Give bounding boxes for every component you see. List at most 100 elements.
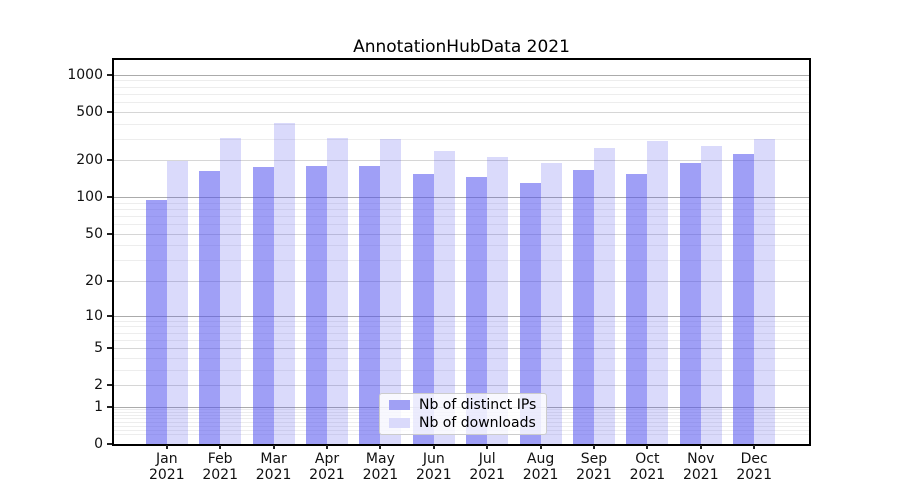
- gridline: [114, 216, 809, 217]
- bar-distinct-ips-jun: [412, 173, 434, 444]
- y-tick-mark: [107, 196, 112, 199]
- bar-downloads-feb: [220, 138, 242, 444]
- bar-downloads-dec: [754, 139, 776, 444]
- y-tick-label: 200: [76, 152, 103, 169]
- gridline: [114, 93, 809, 95]
- x-tick-mark: [486, 445, 489, 449]
- x-tick-label-feb: Feb 2021: [202, 451, 238, 483]
- y-tick-label: 500: [76, 103, 103, 120]
- y-tick-mark: [107, 280, 112, 282]
- y-tick-mark: [107, 383, 112, 386]
- y-tick-label: 1: [94, 398, 103, 415]
- gridline: [114, 326, 809, 328]
- bar-downloads-sep: [594, 147, 615, 444]
- x-tick-label-mar: Mar 2021: [255, 451, 292, 483]
- bar-distinct-ips-jul: [466, 177, 488, 444]
- x-tick-label-oct: Oct 2021: [629, 451, 666, 483]
- y-tick-mark: [107, 232, 112, 235]
- y-tick-mark: [107, 73, 112, 76]
- gridline: [114, 320, 809, 322]
- x-tick-label-nov: Nov 2021: [682, 451, 719, 483]
- x-tick-mark: [432, 445, 435, 449]
- gridline: [114, 160, 809, 162]
- gridline: [114, 339, 809, 341]
- y-tick-label: 10: [85, 307, 103, 324]
- y-tick-mark: [107, 442, 112, 445]
- legend-item-distinct-ips: Nb of distinct IPs: [389, 397, 537, 413]
- bar-downloads-mar: [273, 122, 295, 444]
- x-tick-mark: [165, 445, 168, 449]
- x-tick-label-jan: Jan 2021: [148, 451, 185, 483]
- gridline: [114, 260, 809, 262]
- gridline: [114, 74, 809, 76]
- bar-downloads-aug: [540, 162, 562, 444]
- bar-downloads-jun: [433, 150, 455, 444]
- gridline: [114, 208, 809, 210]
- bar-distinct-ips-dec: [733, 154, 755, 444]
- gridline: [114, 102, 809, 103]
- gridline: [114, 197, 809, 199]
- y-tick-label: 100: [76, 189, 103, 206]
- gridline: [114, 332, 809, 334]
- x-tick-label-apr: Apr 2021: [309, 451, 345, 483]
- x-tick-mark: [699, 445, 702, 449]
- legend-item-downloads: Nb of downloads: [389, 415, 537, 431]
- gridline: [114, 245, 809, 247]
- x-tick-mark: [646, 445, 649, 449]
- x-tick-mark: [272, 445, 275, 449]
- y-tick-mark: [107, 314, 112, 317]
- y-tick-label: 2: [94, 376, 103, 393]
- gridline: [114, 224, 809, 226]
- bar-distinct-ips-may: [359, 166, 381, 444]
- y-tick-label: 20: [85, 273, 103, 289]
- y-tick-mark: [107, 110, 112, 113]
- bar-downloads-jan: [166, 161, 188, 444]
- x-tick-label-sep: Sep 2021: [576, 451, 612, 483]
- gridline: [114, 202, 809, 204]
- bar-distinct-ips-apr: [306, 166, 327, 444]
- bar-downloads-oct: [647, 141, 669, 444]
- y-tick-label: 0: [94, 435, 103, 452]
- x-tick-label-may: May 2021: [362, 451, 399, 483]
- x-tick-mark: [593, 445, 595, 449]
- legend-label-distinct-ips: Nb of distinct IPs: [419, 397, 537, 414]
- x-tick-label-aug: Aug 2021: [522, 451, 559, 483]
- x-tick-label-dec: Dec 2021: [736, 451, 772, 483]
- bar-distinct-ips-jan: [145, 200, 167, 444]
- x-tick-mark: [379, 445, 382, 449]
- bar-distinct-ips-aug: [519, 182, 541, 444]
- y-tick-mark: [107, 346, 112, 349]
- y-tick-label: 5: [94, 339, 103, 356]
- y-tick-label: 50: [85, 225, 103, 242]
- bar-distinct-ips-nov: [679, 162, 701, 444]
- gridline: [114, 281, 809, 282]
- gridline: [114, 138, 809, 140]
- legend-label-downloads: Nb of downloads: [419, 414, 536, 431]
- bar-distinct-ips-oct: [626, 174, 648, 444]
- legend-swatch-downloads: [389, 417, 410, 428]
- gridline: [114, 384, 809, 386]
- y-tick-mark: [107, 159, 112, 162]
- x-tick-mark: [539, 445, 542, 449]
- gridline: [114, 86, 809, 88]
- bar-downloads-jul: [487, 157, 509, 444]
- x-tick-label-jul: Jul 2021: [469, 451, 505, 483]
- x-tick-mark: [326, 445, 328, 449]
- bar-downloads-nov: [700, 146, 722, 444]
- gridline: [114, 123, 809, 125]
- gridline: [114, 357, 809, 359]
- legend-swatch-distinct-ips: [389, 400, 410, 411]
- x-tick-mark: [753, 445, 756, 449]
- legend: Nb of distinct IPs Nb of downloads: [379, 393, 547, 435]
- x-tick-mark: [219, 445, 222, 449]
- gridline: [114, 369, 809, 371]
- bar-downloads-apr: [327, 137, 348, 444]
- gridline: [114, 315, 809, 317]
- gridline: [114, 80, 809, 82]
- gridline: [114, 233, 809, 235]
- bar-distinct-ips-sep: [573, 170, 594, 444]
- chart-title: AnnotationHubData 2021: [353, 37, 570, 57]
- gridline: [114, 347, 809, 349]
- bar-distinct-ips-mar: [252, 166, 274, 444]
